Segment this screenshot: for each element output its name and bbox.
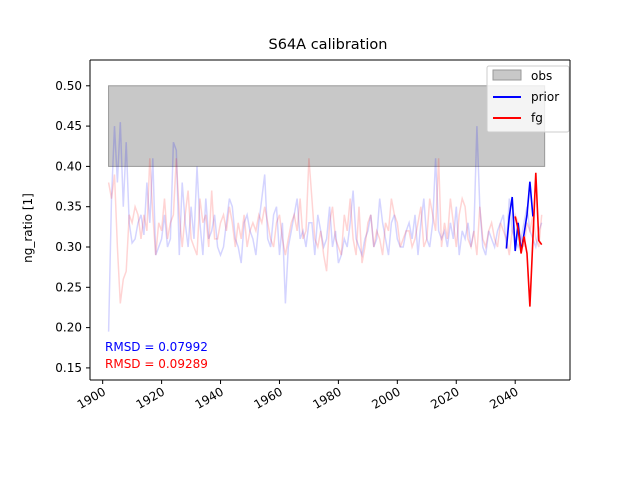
legend-obs-label: obs (531, 69, 552, 83)
obs-band (108, 85, 546, 167)
y-tick-label: 0.35 (55, 200, 82, 214)
y-tick-label: 0.25 (55, 280, 82, 294)
legend-prior-label: prior (531, 90, 559, 104)
y-tick-label: 0.45 (55, 119, 82, 133)
chart-title: S64A calibration (269, 37, 388, 53)
y-tick-label: 0.30 (55, 240, 82, 254)
legend-fg-label: fg (531, 111, 543, 125)
series-fg-line (514, 172, 543, 307)
legend-obs-swatch (492, 69, 522, 81)
y-tick-label: 0.40 (55, 159, 82, 173)
y-tick-label: 0.50 (55, 79, 82, 93)
legend: obs prior fg (486, 65, 570, 133)
legend-box (486, 65, 570, 133)
y-axis-label: ng_ratio [1] (21, 193, 35, 263)
y-tick-label: 0.15 (55, 361, 82, 375)
rmsd-prior-annotation: RMSD = 0.07992 (105, 340, 208, 354)
series-fg-history-line (107, 158, 543, 304)
series-prior-history-line (107, 122, 543, 332)
rmsd-fg-annotation: RMSD = 0.09289 (105, 357, 208, 371)
y-tick-label: 0.20 (55, 321, 82, 335)
